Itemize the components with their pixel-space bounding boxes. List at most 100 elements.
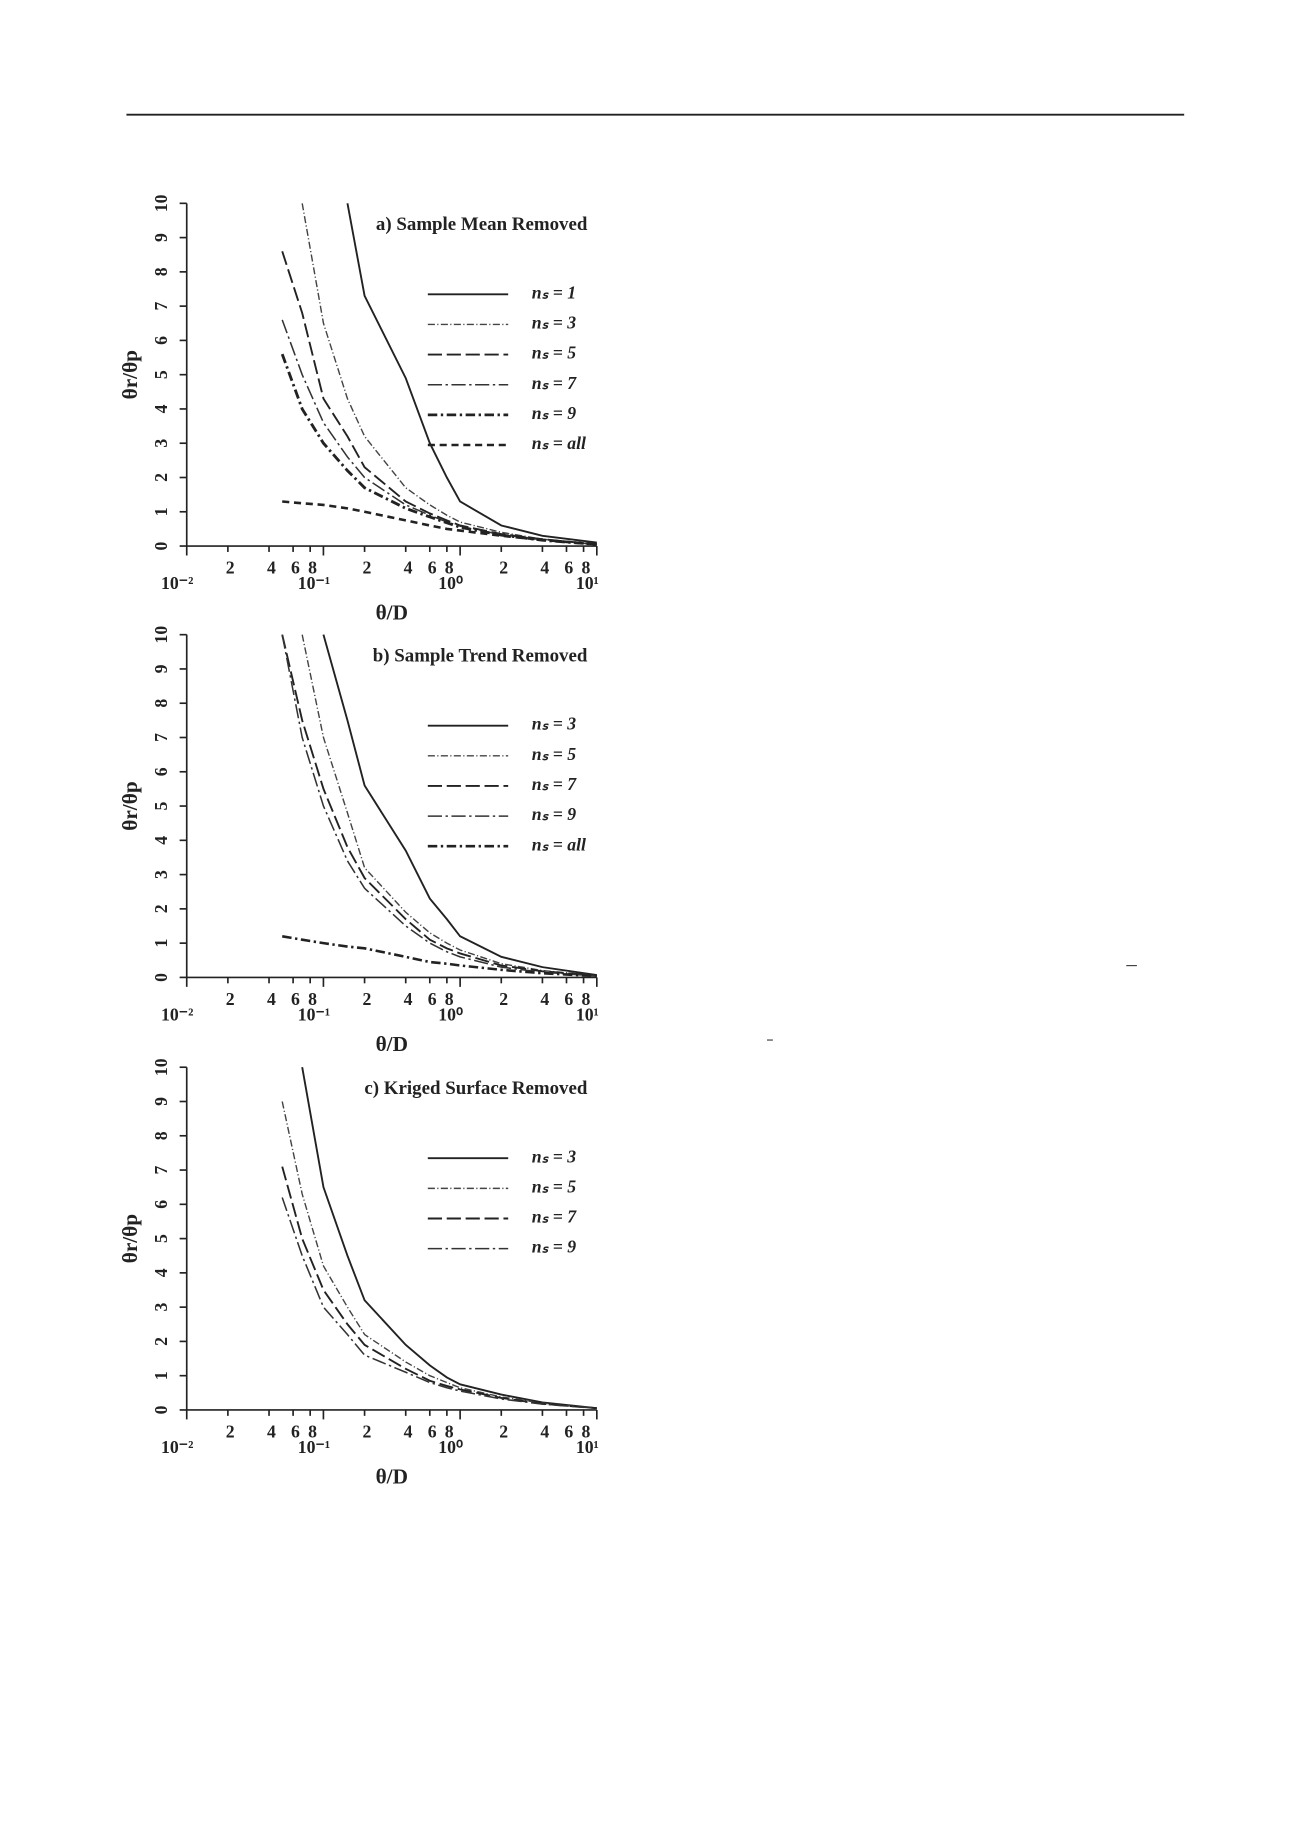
x-tick-label: 4: [540, 1422, 549, 1442]
y-tick-label: 5: [151, 801, 171, 810]
x-tick-label: 10⁻²: [161, 1004, 193, 1024]
x-tick-label: 6: [428, 1422, 437, 1442]
x-tick-label: 4: [404, 989, 413, 1009]
chart-title: c) Kriged Surface Removed: [364, 1078, 587, 1099]
series-line: [346, 203, 597, 544]
x-axis-label: θ/D: [376, 1464, 408, 1488]
x-axis-label: θ/D: [376, 600, 408, 624]
x-tick-label: 8: [582, 1422, 591, 1442]
x-tick-label: 2: [499, 989, 508, 1009]
series-line: [281, 1166, 597, 1410]
y-tick-label: 7: [151, 1165, 171, 1174]
y-tick-label: 8: [151, 1131, 171, 1140]
series-line: [301, 634, 597, 977]
series-line: [281, 1197, 597, 1409]
x-tick-label: 8: [308, 989, 317, 1009]
x-tick-label: 8: [445, 989, 454, 1009]
x-tick-label: 2: [226, 558, 235, 578]
x-tick-label: 10⁻¹: [298, 573, 330, 593]
x-tick-label: 2: [499, 558, 508, 578]
legend-label: nₛ = 3: [532, 313, 576, 333]
series-line: [282, 500, 597, 546]
x-tick-label: 8: [582, 989, 591, 1009]
y-tick-label: 2: [151, 1337, 171, 1346]
x-tick-label: 10⁻²: [161, 1437, 193, 1457]
x-tick-label: 6: [428, 558, 437, 578]
y-tick-label: 10: [151, 626, 171, 644]
x-tick-label: 6: [291, 558, 300, 578]
x-tick-label: 8: [582, 558, 591, 578]
x-tick-label: 10⁰: [438, 573, 463, 593]
y-tick-label: 8: [151, 699, 171, 708]
y-axis-label: θr/θp: [118, 350, 142, 399]
legend-label: nₛ = all: [532, 433, 586, 453]
y-tick-label: 4: [151, 404, 171, 413]
x-tick-label: 8: [445, 558, 454, 578]
legend-label: nₛ = all: [532, 834, 586, 854]
series-line: [281, 634, 597, 977]
legend-label: nₛ = 9: [532, 1237, 576, 1257]
y-tick-label: 5: [151, 370, 171, 379]
x-tick-label: 4: [267, 989, 276, 1009]
legend-label: nₛ = 1: [532, 282, 576, 302]
x-tick-label: 6: [291, 1422, 300, 1442]
y-tick-label: 4: [151, 836, 171, 845]
x-tick-label: 6: [428, 989, 437, 1009]
legend-label: nₛ = 5: [532, 1176, 576, 1196]
y-tick-label: 0: [151, 1405, 171, 1414]
x-axis-label: θ/D: [376, 1032, 408, 1056]
legend-label: nₛ = 7: [532, 373, 577, 393]
x-tick-label: 2: [363, 558, 372, 578]
x-tick-label: 6: [564, 989, 573, 1009]
y-tick-label: 4: [151, 1268, 171, 1277]
y-tick-label: 6: [151, 336, 171, 345]
legend-label: nₛ = 5: [532, 744, 576, 764]
legend-label: nₛ = 9: [532, 804, 576, 824]
x-tick-label: 6: [564, 558, 573, 578]
chart-title: a) Sample Mean Removed: [376, 214, 588, 235]
series-line: [281, 935, 597, 978]
series-line: [322, 634, 597, 976]
y-tick-label: 8: [151, 267, 171, 276]
x-tick-label: 10⁰: [438, 1437, 463, 1457]
x-tick-label: 6: [564, 1422, 573, 1442]
x-tick-label: 4: [540, 989, 549, 1009]
chart-title: b) Sample Trend Removed: [373, 645, 588, 666]
x-tick-label: 4: [540, 558, 549, 578]
x-tick-label: 10⁻¹: [298, 1437, 330, 1457]
y-tick-label: 3: [151, 870, 171, 879]
y-tick-label: 5: [151, 1234, 171, 1243]
legend-label: nₛ = 7: [532, 774, 577, 794]
y-tick-label: 9: [151, 1097, 171, 1106]
x-tick-label: 4: [267, 558, 276, 578]
y-axis-label: θr/θp: [118, 781, 142, 830]
y-axis-label: θr/θp: [118, 1214, 142, 1263]
x-tick-label: 2: [226, 989, 235, 1009]
y-tick-label: 9: [151, 664, 171, 673]
y-tick-label: 1: [151, 939, 171, 948]
x-tick-label: 10¹: [576, 1004, 599, 1024]
x-tick-label: 10¹: [576, 573, 599, 593]
x-tick-label: 10⁻²: [161, 573, 193, 593]
legend-label: nₛ = 3: [532, 714, 576, 734]
x-tick-label: 8: [308, 1422, 317, 1442]
series-line: [281, 251, 597, 546]
y-tick-label: 1: [151, 507, 171, 516]
x-tick-label: 4: [404, 558, 413, 578]
y-tick-label: 3: [151, 1303, 171, 1312]
x-tick-label: 4: [267, 1422, 276, 1442]
x-tick-label: 8: [445, 1422, 454, 1442]
x-tick-label: 2: [363, 989, 372, 1009]
x-tick-label: 2: [226, 1422, 235, 1442]
y-tick-label: 7: [151, 302, 171, 311]
y-tick-label: 6: [151, 1200, 171, 1209]
y-tick-label: 7: [151, 733, 171, 742]
y-tick-label: 1: [151, 1371, 171, 1380]
series-line: [301, 203, 597, 546]
y-tick-label: 2: [151, 904, 171, 913]
x-tick-label: 2: [499, 1422, 508, 1442]
y-tick-label: 3: [151, 439, 171, 448]
x-tick-label: 2: [363, 1422, 372, 1442]
y-tick-label: 2: [151, 473, 171, 482]
